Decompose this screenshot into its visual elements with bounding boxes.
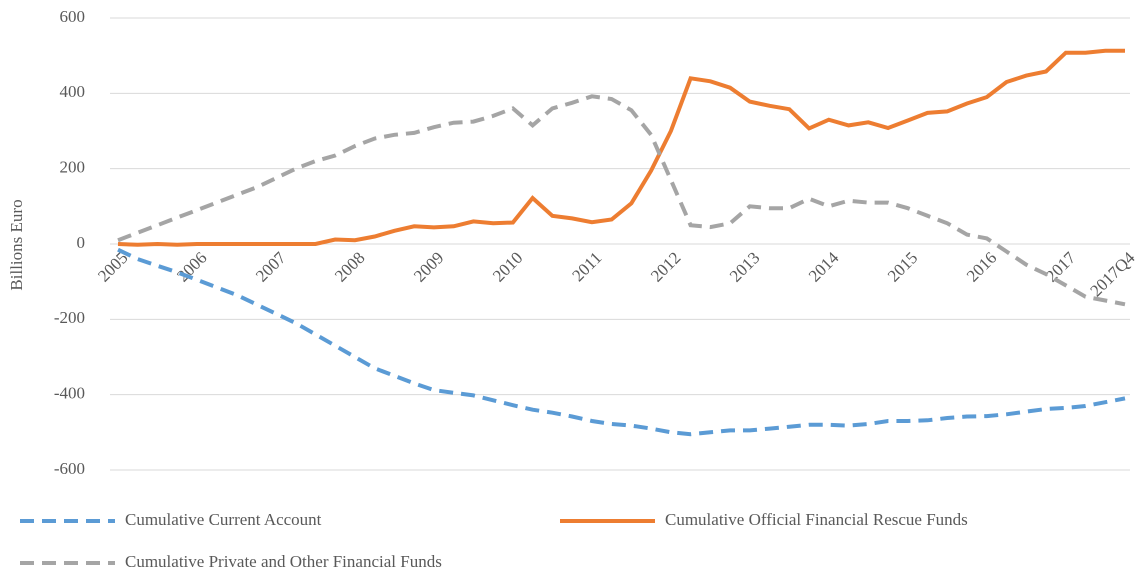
x-tick-label: 2014 [805, 248, 843, 286]
x-tick-label: 2008 [331, 248, 368, 285]
series-line [117, 48, 1125, 247]
x-tick-label: 2017 [1042, 248, 1080, 286]
y-tick-label: 200 [60, 158, 86, 177]
series-line [117, 247, 1126, 437]
legend-label: Cumulative Current Account [125, 510, 322, 529]
y-tick-label: -600 [54, 459, 85, 478]
y-tick-label: 0 [77, 233, 86, 252]
y-tick-label: -200 [54, 308, 85, 327]
y-tick-label: 600 [60, 7, 86, 26]
x-tick-label: 2015 [884, 248, 921, 285]
x-tick-label: 2016 [963, 248, 1000, 285]
legend-label: Cumulative Official Financial Rescue Fun… [665, 510, 968, 529]
x-tick-label: 2013 [726, 248, 763, 285]
x-tick-label: 2012 [647, 248, 684, 285]
x-tick-label: 2007 [252, 248, 290, 286]
series-line [117, 94, 1126, 307]
x-tick-label: 2010 [489, 248, 526, 285]
x-tick-label: 2006 [173, 248, 210, 285]
x-tick-label: 2009 [410, 248, 447, 285]
y-tick-label: -400 [54, 384, 85, 403]
y-axis-label: Billions Euro [7, 199, 26, 290]
x-tick-label: 2017Q4 [1086, 248, 1138, 301]
x-tick-label: 2011 [568, 248, 605, 285]
legend-label: Cumulative Private and Other Financial F… [125, 552, 442, 571]
y-tick-label: 400 [60, 82, 86, 101]
